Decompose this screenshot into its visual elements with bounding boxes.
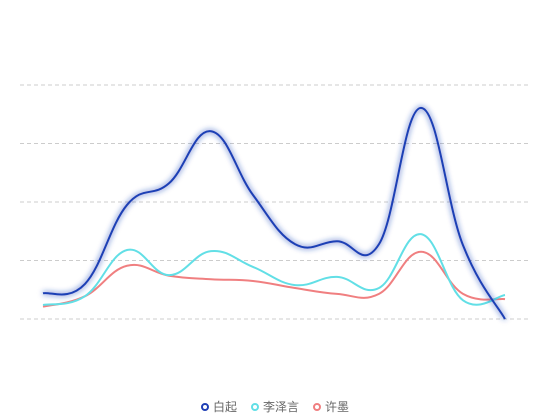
legend-item[interactable]: 李泽言: [250, 398, 299, 415]
legend-item[interactable]: 白起: [200, 398, 237, 415]
series-line: [42, 250, 506, 308]
legend-label: 白起: [212, 400, 237, 414]
legend-swatch: [313, 402, 321, 411]
legend-label: 许墨: [325, 400, 350, 414]
series-line: [42, 106, 506, 320]
legend-swatch: [250, 402, 259, 411]
legend-swatch: [200, 402, 209, 411]
series-line: [42, 233, 506, 306]
legend-label: 李泽言: [262, 400, 299, 414]
legend: 白起 李泽言 许墨: [0, 398, 550, 415]
legend-item[interactable]: 许墨: [313, 398, 349, 415]
